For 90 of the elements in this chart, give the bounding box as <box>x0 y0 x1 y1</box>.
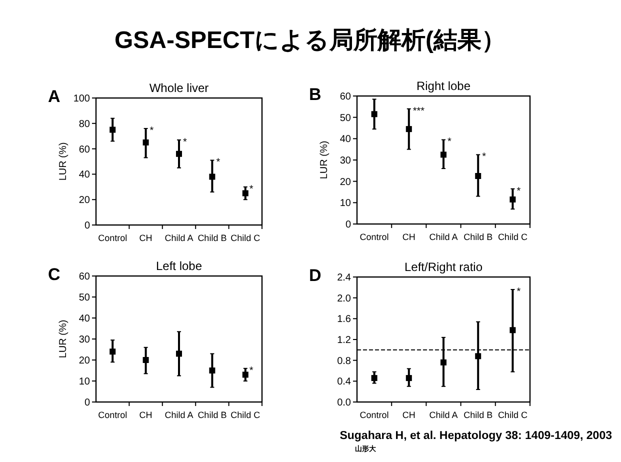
annotation: * <box>249 184 254 195</box>
y-tick-label: 10 <box>340 198 352 210</box>
y-tick-label: 100 <box>73 94 90 104</box>
x-tick-label: Child B <box>198 233 227 243</box>
y-tick-label: 40 <box>78 170 90 181</box>
y-tick-label: 20 <box>78 356 90 366</box>
x-tick-label: CH <box>402 232 416 242</box>
annotation: * <box>183 136 187 148</box>
text: B <box>309 85 322 104</box>
annotation: * <box>516 286 521 298</box>
x-tick-label: Child B <box>198 410 227 420</box>
chart-title: Left lobe <box>156 259 202 273</box>
y-axis-title: LUR (%) <box>58 320 69 358</box>
text: A <box>48 87 60 106</box>
point <box>176 150 182 157</box>
y-tick-label: 80 <box>78 118 90 130</box>
y-tick-label: 10 <box>78 376 90 388</box>
y-tick-label: 1.6 <box>337 314 352 326</box>
text: D <box>309 266 322 285</box>
point <box>142 139 149 146</box>
x-tick-label: Child C <box>498 410 528 420</box>
y-tick-label: 40 <box>340 134 352 146</box>
annotation: * <box>150 125 154 136</box>
x-tick-label: Child C <box>230 233 261 243</box>
annotation: * <box>516 186 521 197</box>
annotation: * <box>249 365 254 376</box>
annotation: * <box>216 157 220 168</box>
chart-subtitle: Whole liver <box>149 81 209 95</box>
x-tick-label: Control <box>360 232 389 242</box>
point <box>475 173 482 179</box>
x-tick-label: Child B <box>464 410 493 420</box>
y-tick-label: 0.4 <box>337 376 352 388</box>
point <box>475 353 482 360</box>
point <box>440 152 446 158</box>
point <box>406 375 412 382</box>
y-tick-label: 0 <box>345 220 352 230</box>
text: GSA-SPECTによる局所解析(結果） <box>114 27 506 54</box>
y-tick-label: 60 <box>78 272 90 282</box>
point <box>209 174 216 180</box>
point <box>242 372 248 378</box>
y-axis-title: LUR (%) <box>58 142 69 181</box>
chart-title: Left/Right ratio <box>404 260 483 274</box>
point <box>110 348 116 355</box>
point <box>209 368 216 374</box>
y-tick-label: 40 <box>78 314 90 324</box>
x-tick-label: Control <box>98 410 128 420</box>
y-tick-label: 2.4 <box>337 272 352 284</box>
point <box>142 357 149 363</box>
y-tick-label: 50 <box>78 292 90 304</box>
point <box>510 196 516 202</box>
y-axis-title: LUR (%) <box>319 140 330 180</box>
x-tick-label: CH <box>402 410 416 420</box>
x-tick-label: Child A <box>164 410 194 420</box>
point <box>371 375 378 382</box>
x-tick-label: CH <box>139 410 152 420</box>
y-tick-label: 1.2 <box>337 335 352 346</box>
point <box>440 359 446 366</box>
y-tick-label: 30 <box>78 334 90 346</box>
text: C <box>48 265 60 284</box>
y-tick-label: 30 <box>340 156 352 166</box>
x-tick-label: Control <box>360 410 389 420</box>
point <box>406 126 412 132</box>
x-tick-label: Child A <box>164 233 194 243</box>
point <box>371 111 378 118</box>
y-tick-label: 0 <box>84 220 90 232</box>
y-tick-label: 60 <box>340 92 352 102</box>
point <box>176 350 182 357</box>
annotation: * <box>448 136 452 148</box>
y-tick-label: 0 <box>84 398 90 408</box>
y-tick-label: 20 <box>340 176 352 188</box>
y-tick-label: 2.0 <box>337 293 352 304</box>
x-tick-label: CH <box>139 233 152 243</box>
x-tick-label: Child A <box>429 232 458 242</box>
x-tick-label: Child C <box>230 410 261 420</box>
x-tick-label: Child B <box>464 232 493 242</box>
x-tick-label: Control <box>98 233 128 243</box>
y-tick-label: 20 <box>78 195 90 206</box>
point <box>510 327 516 334</box>
annotation: * <box>482 152 486 163</box>
annotation: *** <box>412 106 425 117</box>
text: Sugahara H, et al. Hepatology 38: 1409-1409, 2003 <box>340 430 612 442</box>
point <box>242 190 248 196</box>
chart-title: Right lobe <box>416 79 471 93</box>
x-tick-label: Child C <box>498 232 528 242</box>
x-tick-label: Child A <box>429 410 458 420</box>
y-tick-label: 0.0 <box>337 398 352 408</box>
y-tick-label: 0.8 <box>337 356 352 367</box>
point <box>110 126 116 133</box>
y-tick-label: 50 <box>340 112 352 124</box>
y-tick-label: 60 <box>78 144 90 156</box>
